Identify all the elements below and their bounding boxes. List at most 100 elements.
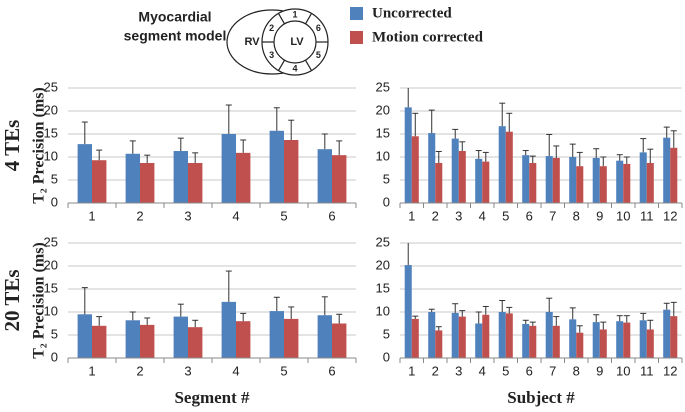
- y-axis-label: T₂ Precision (ms): [31, 242, 48, 358]
- bar: [451, 312, 459, 358]
- bar: [475, 158, 483, 203]
- plot: [77, 270, 347, 358]
- bar: [173, 316, 188, 358]
- bar: [529, 162, 537, 203]
- bar: [458, 151, 466, 203]
- error-bar: [522, 319, 529, 324]
- legend-swatch: [350, 7, 363, 20]
- bar: [77, 314, 92, 358]
- error-bar: [616, 315, 623, 322]
- error-bar: [412, 112, 419, 137]
- y-tick-label: 20: [376, 102, 390, 117]
- bar: [529, 325, 537, 358]
- y-tick-label: 5: [383, 171, 390, 186]
- error-bar: [640, 138, 647, 153]
- error-bar: [569, 307, 576, 320]
- error-bar: [553, 145, 560, 158]
- diagram-label: 5: [316, 50, 321, 60]
- x-tick-label: 12: [663, 208, 677, 223]
- x-tick-label: 5: [502, 363, 509, 378]
- x-tick-label: 7: [549, 208, 556, 223]
- y-tick-label: 10: [376, 303, 390, 318]
- error-bar: [96, 316, 103, 326]
- bar: [576, 166, 584, 203]
- y-tick-label: 5: [51, 171, 58, 186]
- error-bar: [435, 150, 442, 163]
- bar: [599, 166, 607, 203]
- error-bar: [129, 311, 136, 321]
- y-tick-label: 25: [376, 79, 390, 94]
- bar: [77, 144, 92, 203]
- bar: [646, 162, 654, 203]
- x-tick-label: 12: [663, 363, 677, 378]
- bar: [663, 309, 671, 358]
- diagram-label: 3: [269, 50, 274, 60]
- diagram-title: Myocardial: [138, 9, 211, 25]
- bar: [428, 133, 436, 203]
- error-bar: [273, 107, 280, 131]
- bar: [592, 157, 600, 203]
- error-bar: [647, 148, 654, 163]
- bar: [284, 318, 299, 358]
- error-bar: [288, 306, 295, 319]
- bar: [428, 312, 436, 358]
- error-bar: [640, 312, 647, 321]
- error-bar: [576, 151, 583, 167]
- error-bar: [546, 297, 553, 312]
- bar: [623, 163, 631, 203]
- error-bar: [482, 151, 489, 162]
- error-bar: [546, 133, 553, 157]
- x-tick-label: 6: [526, 363, 533, 378]
- bar: [670, 147, 678, 203]
- error-bar: [273, 296, 280, 312]
- x-tick-label: 9: [596, 363, 603, 378]
- bar: [639, 320, 647, 358]
- y-tick-label: 25: [376, 234, 390, 249]
- error-bar: [96, 149, 103, 161]
- bar: [435, 330, 443, 358]
- error-bar: [593, 148, 600, 158]
- bar: [188, 327, 203, 358]
- y-tick-label: 0: [51, 194, 58, 209]
- x-tick-label: 7: [549, 363, 556, 378]
- error-bar: [529, 155, 536, 163]
- bar: [411, 136, 419, 203]
- error-bar: [475, 150, 482, 159]
- error-bar: [459, 141, 466, 152]
- x-tick-label: 3: [455, 363, 462, 378]
- error-bar: [623, 315, 630, 323]
- bar: [639, 152, 647, 203]
- bar: [646, 329, 654, 358]
- error-bar: [412, 315, 419, 319]
- x-tick-label: 4: [479, 363, 486, 378]
- bar: [552, 157, 560, 203]
- row-label: 4 TEs: [0, 120, 24, 172]
- bar: [599, 329, 607, 358]
- error-bar: [177, 303, 184, 317]
- bar: [616, 321, 624, 358]
- bar: [569, 319, 577, 358]
- x-tick-label: 6: [328, 363, 335, 378]
- x-tick-label: 4: [479, 208, 486, 223]
- y-tick-label: 5: [51, 326, 58, 341]
- error-bar: [144, 154, 151, 163]
- y-tick-label: 10: [376, 148, 390, 163]
- x-tick-label: 9: [596, 208, 603, 223]
- legend-label: Uncorrected: [372, 5, 452, 21]
- segment-divider: [304, 13, 313, 25]
- bar: [552, 325, 560, 358]
- error-bar: [240, 139, 247, 153]
- y-tick-label: 15: [44, 125, 58, 140]
- bar: [545, 312, 553, 358]
- error-bar: [321, 133, 328, 150]
- bar: [482, 314, 490, 358]
- error-bar: [475, 311, 482, 324]
- bar: [317, 315, 332, 358]
- bar: [140, 162, 155, 203]
- plot: [77, 104, 347, 203]
- x-tick-label: 10: [616, 363, 630, 378]
- x-tick-label: 2: [136, 208, 143, 223]
- error-bar: [81, 121, 88, 145]
- x-tick-label: 5: [280, 208, 287, 223]
- error-bar: [663, 302, 670, 310]
